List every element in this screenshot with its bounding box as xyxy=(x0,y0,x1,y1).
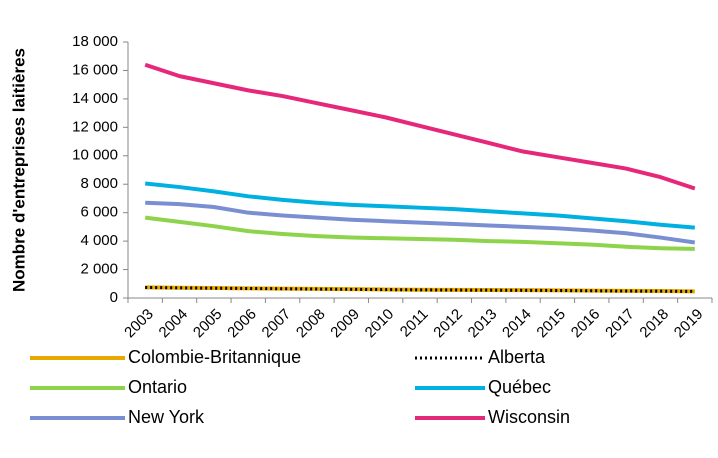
y-axis-label: Nombre d'entreprises laitières xyxy=(9,48,28,292)
series-line xyxy=(144,215,695,251)
series-line xyxy=(145,285,695,293)
series-line xyxy=(145,200,696,245)
x-tick-label: 2015 xyxy=(533,306,569,342)
x-tick-label: 2014 xyxy=(499,306,535,342)
x-tick-label: 2013 xyxy=(465,306,501,342)
series-line xyxy=(144,62,696,191)
y-tick-label: 12 000 xyxy=(72,118,118,135)
x-tick-label: 2003 xyxy=(121,306,157,342)
y-tick-label: 18 000 xyxy=(72,33,118,50)
y-tick-label: 14 000 xyxy=(72,90,118,107)
x-tick-label: 2012 xyxy=(430,306,466,342)
x-tick-label: 2005 xyxy=(190,306,226,342)
y-tick-label: 16 000 xyxy=(72,61,118,78)
legend-label: Wisconsin xyxy=(488,407,570,427)
series-line xyxy=(144,181,695,230)
x-tick-label: 2017 xyxy=(602,306,638,342)
x-tick-label: 2009 xyxy=(327,306,363,342)
legend-label: Alberta xyxy=(488,347,546,367)
y-tick-label: 0 xyxy=(110,289,118,306)
series-line xyxy=(145,285,695,294)
x-tick-label: 2004 xyxy=(156,306,192,342)
x-tick-label: 2007 xyxy=(259,306,295,342)
x-tick-label: 2011 xyxy=(397,306,432,341)
x-tick-label: 2008 xyxy=(293,306,329,342)
y-tick-label: 2 000 xyxy=(80,261,118,278)
legend-label: Colombie-Britannique xyxy=(128,347,301,367)
x-tick-label: 2010 xyxy=(362,306,398,342)
y-tick-label: 8 000 xyxy=(80,175,118,192)
x-tick-label: 2019 xyxy=(671,306,707,342)
x-tick-label: 2006 xyxy=(224,306,260,342)
x-tick-label: 2016 xyxy=(568,306,604,342)
legend-label: Ontario xyxy=(128,377,187,397)
x-tick-label: 2018 xyxy=(636,306,672,342)
legend-label: New York xyxy=(128,407,205,427)
y-tick-label: 6 000 xyxy=(80,204,118,221)
y-tick-label: 4 000 xyxy=(80,232,118,249)
legend-label: Québec xyxy=(488,377,551,397)
y-tick-label: 10 000 xyxy=(72,147,118,164)
